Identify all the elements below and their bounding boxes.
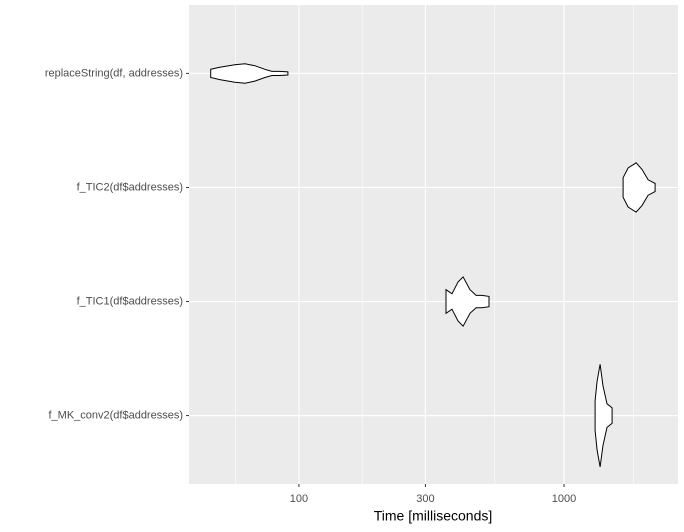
violin: [445, 276, 490, 328]
y-tick-label: f_TIC2(df$addresses): [77, 181, 183, 193]
x-tick-label: 300: [416, 493, 434, 505]
violin: [622, 162, 656, 213]
y-tick-label: f_TIC1(df$addresses): [77, 295, 183, 307]
x-axis-title: Time [milliseconds]: [374, 508, 493, 524]
x-tick-label: 100: [290, 493, 308, 505]
x-tick-label: 1000: [552, 493, 576, 505]
violin: [210, 63, 289, 84]
y-tick-label: f_MK_conv2(df$addresses): [48, 409, 183, 421]
y-tick-label: replaceString(df, addresses): [45, 67, 183, 79]
violin: [594, 364, 613, 467]
